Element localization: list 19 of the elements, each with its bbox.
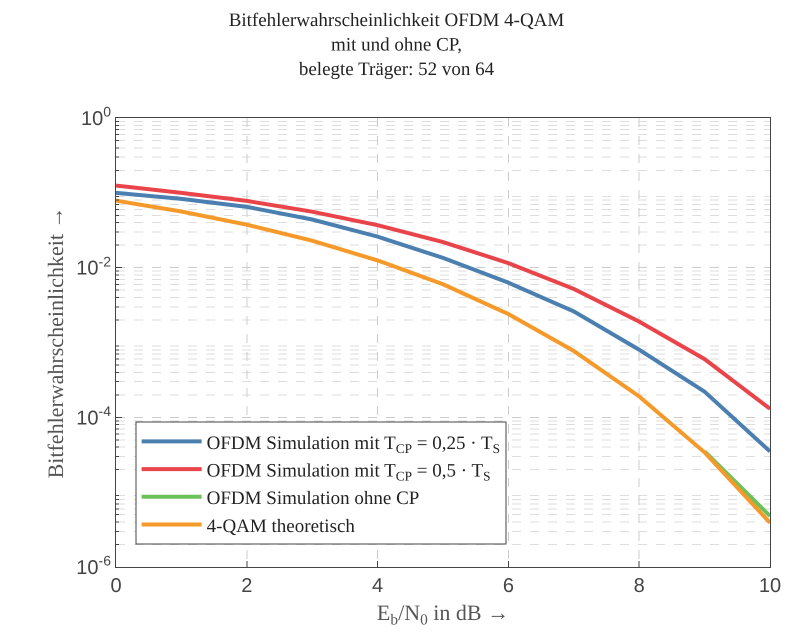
chart-title: Bitfehlerwahrscheinlichkeit OFDM 4-QAM mit und ohne CP, belegte Träger: 52 von 64 bbox=[228, 10, 564, 80]
x-tick-label: 10 bbox=[758, 575, 782, 597]
x-tick-label: 8 bbox=[634, 575, 645, 597]
legend-label: OFDM Simulation mit T$_{CP}$ = 0,25 · T$_{S}$ bbox=[206, 432, 500, 456]
line-series bbox=[116, 184, 770, 411]
line-series bbox=[116, 190, 770, 454]
legend-label: OFDM Simulation mit T$_{CP}$ = 0,5 · T$_{S}$ bbox=[206, 460, 491, 484]
legend-label: OFDM Simulation ohne CP bbox=[206, 488, 420, 510]
y-tick-label: 10$^{-4}$ bbox=[76, 402, 112, 430]
x-axis-title: E$_{b}$/N$_{0}$ in dB → bbox=[376, 600, 510, 629]
y-tick-label: 10$^{-6}$ bbox=[76, 552, 112, 579]
x-tick-label: 4 bbox=[372, 575, 384, 597]
y-tick-label: 10$^{0}$ bbox=[80, 104, 112, 130]
legend-label: 4-QAM theoretisch bbox=[206, 516, 356, 537]
y-tick-label: 10$^{-2}$ bbox=[76, 253, 112, 280]
x-tick-label: 6 bbox=[502, 575, 514, 597]
y-axis-title: Bitfehlerwahrscheinlichkeit → bbox=[43, 206, 68, 478]
x-tick-label: 0 bbox=[110, 575, 122, 597]
x-tick-label: 2 bbox=[241, 575, 252, 597]
